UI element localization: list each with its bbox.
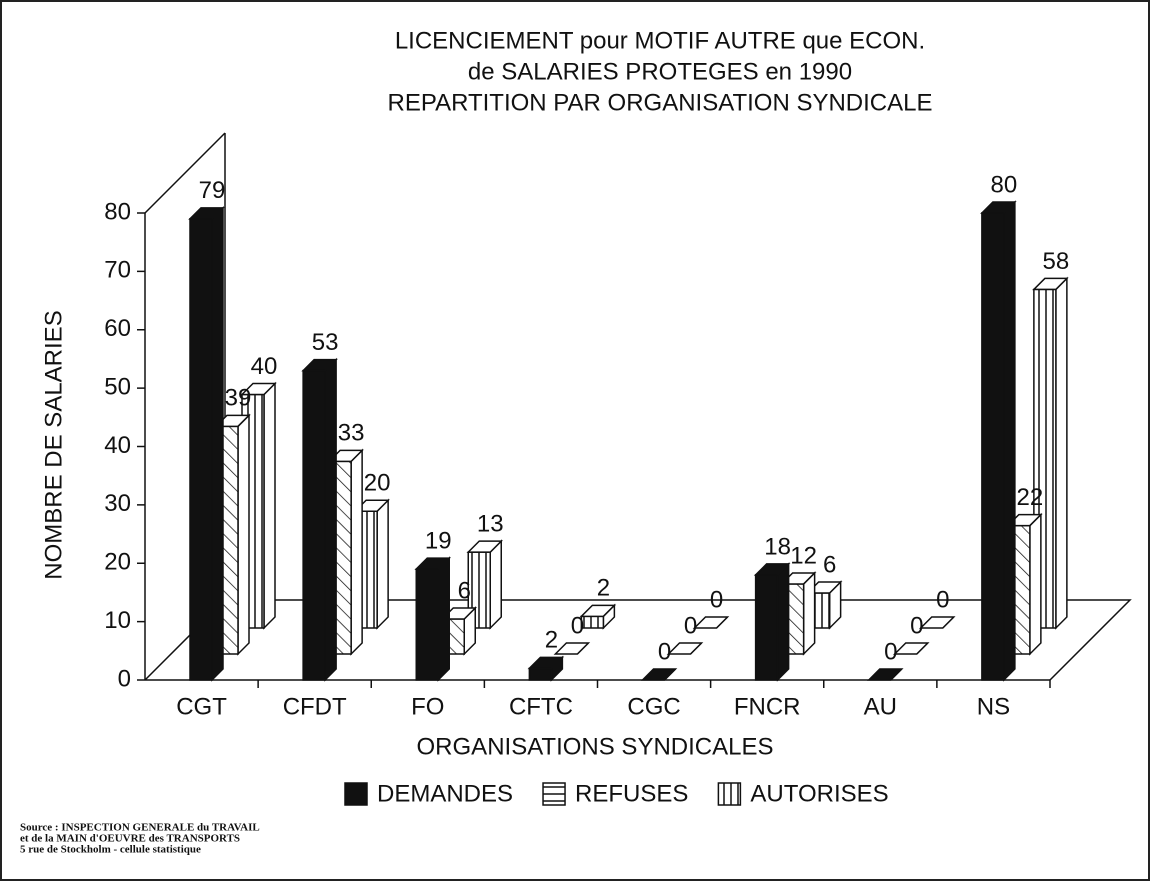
y-tick-label: 20 [104,549,131,576]
bar-top [692,616,730,629]
value-label: 2 [545,627,558,654]
bar [754,574,779,681]
chart-title: de SALARIES PROTEGES en 1990 [468,58,852,85]
y-tick-label: 80 [104,198,131,225]
legend-label: AUTORISES [750,780,888,807]
value-label: 13 [477,510,504,537]
value-label: 53 [312,329,339,356]
bar [981,212,1005,681]
x-tick-label: CGT [176,693,227,720]
value-label: 80 [991,171,1018,198]
bar [528,667,553,681]
y-tick-label: 70 [104,257,131,284]
x-tick-label: NS [977,693,1010,720]
value-label: 33 [338,420,365,447]
bar-top [240,382,277,396]
y-tick-label: 0 [118,665,131,692]
value-label: 2 [597,575,610,602]
value-label: 39 [225,385,252,412]
bar-side [350,448,363,656]
bar-top [414,557,452,570]
bar [302,369,326,681]
source: 5 rue de Stockholm - cellule statistique [20,844,201,856]
legend-swatch [344,782,368,806]
value-label: 22 [1017,484,1044,511]
value-label: 0 [710,586,723,613]
bar-top [918,616,956,629]
x-tick-label: CFTC [509,693,573,720]
bar-top [301,358,338,372]
chart-title: LICENCIEMENT pour MOTIF AUTRE que ECON. [395,27,925,54]
value-label: 0 [571,612,584,639]
bar-side [1003,200,1016,682]
legend-swatch [542,782,566,806]
y-tick-label: 40 [104,432,131,459]
bar-top [466,540,504,553]
bar [189,218,213,681]
x-tick-label: AU [864,693,897,720]
value-label: 6 [458,577,471,604]
axis [144,132,226,214]
source: et de la MAIN d'OEUVRE des TRANSPORTS [20,833,240,845]
x-tick-label: FNCR [734,693,801,720]
bar-top [640,668,678,681]
bar-side [237,413,250,656]
bar-top [866,668,904,681]
bar [580,615,605,629]
value-label: 6 [823,551,836,578]
bar-side [263,381,276,630]
bar-top [980,201,1017,214]
legend-swatch [717,782,742,806]
bar-side [437,556,450,682]
source: Source : INSPECTION GENERALE du TRAVAIL [20,822,260,834]
bar-top [579,604,617,618]
y-tick-label: 50 [104,373,131,400]
legend-label: DEMANDES [377,780,513,807]
value-label: 19 [425,527,452,554]
bar-side [776,562,790,682]
back-wall [144,599,1132,681]
value-label: 40 [251,353,278,380]
bar-side [802,571,816,656]
bar-top [1032,277,1069,291]
bar-top [753,563,791,576]
bar-top [188,207,225,220]
y-tick-label: 60 [104,315,131,342]
x-axis-label: ORGANISATIONS SYNDICALES [417,733,774,760]
value-label: 0 [884,638,897,665]
x-tick-label: FO [411,693,444,720]
bar-side [211,206,224,682]
y-axis-label: NOMBRE DE SALARIES [40,310,67,579]
value-label: 0 [910,612,923,639]
value-label: 0 [684,612,697,639]
value-label: 20 [364,470,391,497]
bar-top [527,656,565,670]
value-label: 12 [790,542,817,569]
value-label: 0 [658,638,671,665]
bar-top [892,642,930,655]
bar [415,568,439,681]
value-label: 58 [1043,248,1070,275]
y-tick-label: 30 [104,490,131,517]
value-label: 79 [199,177,226,204]
bar-side [324,357,337,682]
legend-label: REFUSES [575,780,688,807]
value-label: 0 [936,586,949,613]
bar-top [553,642,591,655]
bar-side [489,539,502,630]
x-tick-label: CFDT [283,693,347,720]
bar-side [376,498,389,630]
bar-side [1029,512,1042,656]
chart-title: REPARTITION PAR ORGANISATION SYNDICALE [388,89,933,116]
value-label: 18 [764,533,791,560]
bar-side [1055,276,1068,630]
x-tick-label: CGC [627,693,680,720]
bar-top [666,642,704,655]
y-tick-label: 10 [104,607,131,634]
